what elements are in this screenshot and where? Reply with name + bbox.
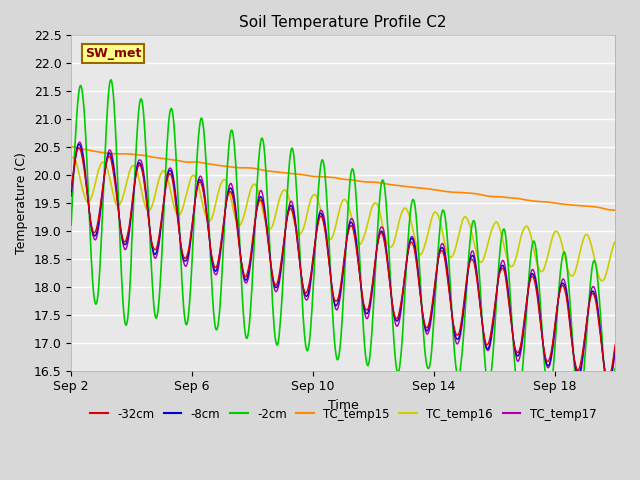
Text: SW_met: SW_met [84, 47, 141, 60]
Title: Soil Temperature Profile C2: Soil Temperature Profile C2 [239, 15, 447, 30]
Legend: -32cm, -8cm, -2cm, TC_temp15, TC_temp16, TC_temp17: -32cm, -8cm, -2cm, TC_temp15, TC_temp16,… [85, 403, 601, 425]
X-axis label: Time: Time [328, 399, 358, 412]
Y-axis label: Temperature (C): Temperature (C) [15, 152, 28, 254]
